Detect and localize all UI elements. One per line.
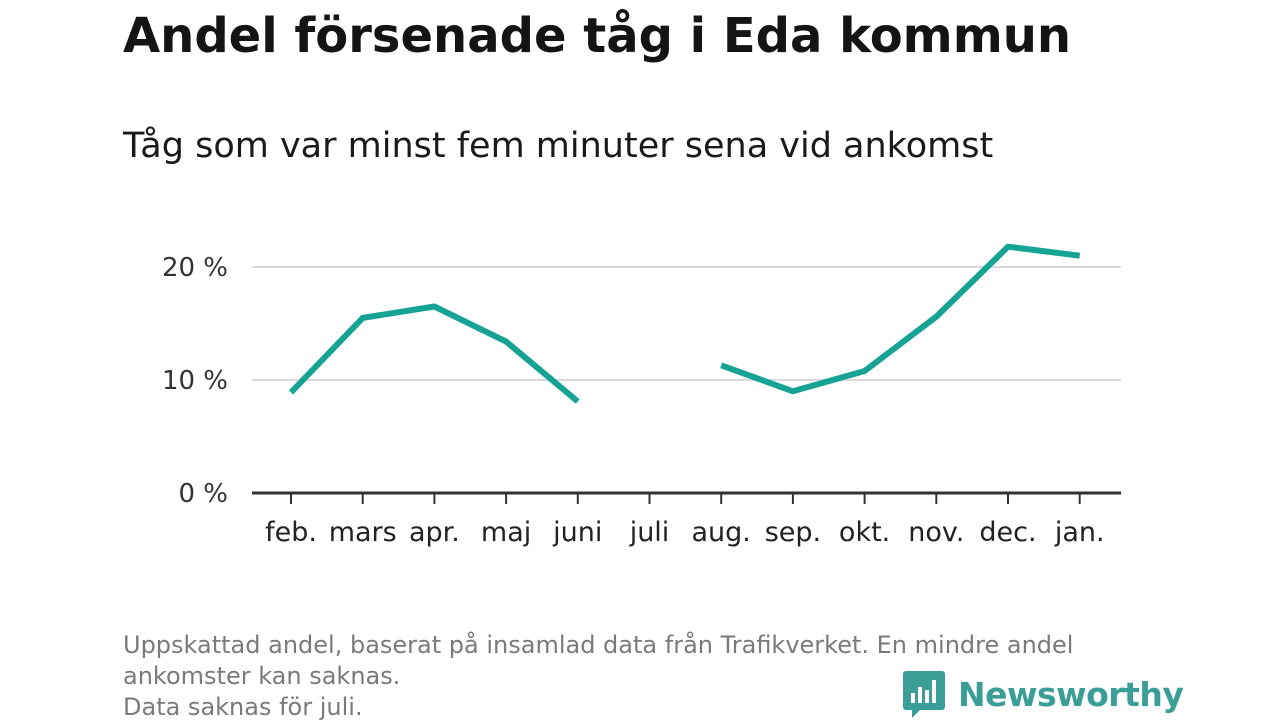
- x-tick-label: okt.: [839, 517, 890, 548]
- chart-title: Andel försenade tåg i Eda kommun: [123, 8, 1072, 64]
- y-tick-label: 10 %: [162, 366, 228, 396]
- series-line-segment-1: [288, 303, 580, 404]
- y-tick-label: 20 %: [162, 253, 228, 283]
- newsworthy-bar-chart-icon: [903, 671, 945, 718]
- x-tick-label: juli: [629, 517, 670, 548]
- x-tick-label: sep.: [765, 517, 821, 548]
- x-tick-label: aug.: [692, 517, 751, 548]
- x-tick-label: apr.: [409, 517, 460, 548]
- footnote: Uppskattad andel, baserat på insamlad da…: [123, 630, 1163, 723]
- x-tick-label: feb.: [265, 517, 317, 548]
- y-tick-label: 0 %: [178, 479, 228, 509]
- x-tick-label: mars: [329, 517, 397, 548]
- x-tick-label: nov.: [908, 517, 964, 548]
- x-tick-label: dec.: [979, 517, 1036, 548]
- series-line-segment-2: [720, 243, 1081, 395]
- logo-text: Newsworthy: [958, 674, 1184, 714]
- x-tick-label: juni: [552, 517, 602, 548]
- chart-subtitle: Tåg som var minst fem minuter sena vid a…: [123, 126, 994, 166]
- footnote-line-3: Data saknas för juli.: [123, 693, 363, 721]
- newsworthy-logo: Newsworthy: [902, 669, 1184, 719]
- x-tick-label: jan.: [1054, 517, 1105, 548]
- footnote-line-2: ankomster kan saknas.: [123, 662, 401, 690]
- line-chart: 0 % 10 % 20 % feb. mars apr. maj juni juli aug. se…: [162, 243, 1121, 548]
- footnote-line-1: Uppskattad andel, baserat på insamlad da…: [123, 631, 1074, 659]
- x-tick-label: maj: [481, 517, 531, 548]
